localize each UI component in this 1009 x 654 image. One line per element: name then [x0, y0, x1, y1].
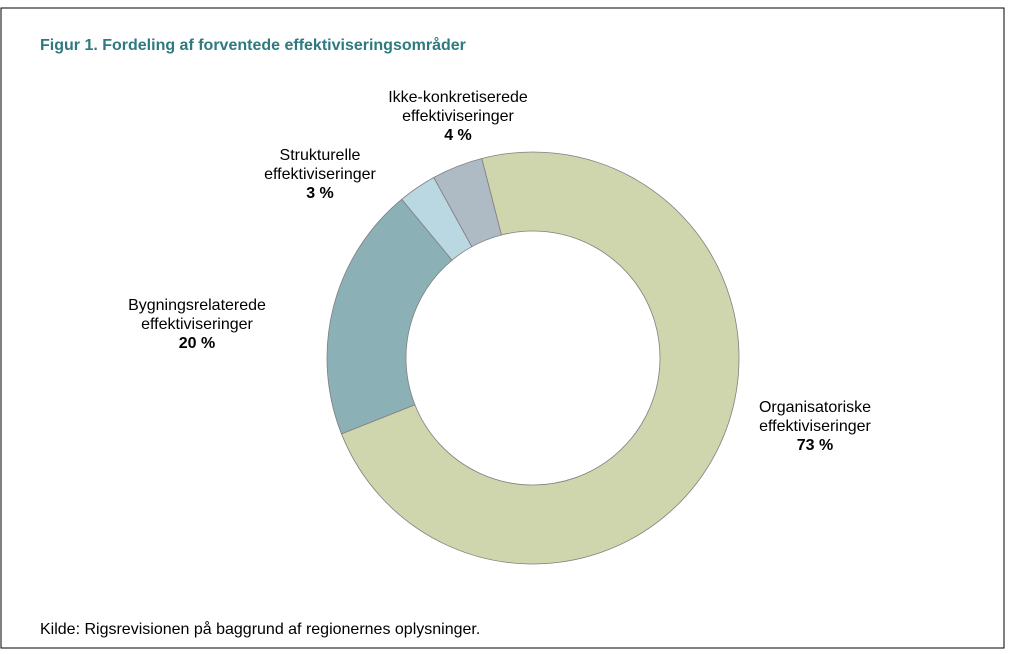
slice-label: Organisatoriske effektiviseringer — [759, 399, 872, 435]
donut-slice — [326, 198, 453, 435]
donut-slice — [340, 151, 740, 565]
value-label: 3 % — [306, 185, 334, 202]
value-label: 20 % — [179, 335, 215, 352]
value-label: 4 % — [444, 127, 472, 144]
slice-label: Ikke-konkretiserede effektiviseringer — [388, 89, 528, 125]
source-note: Kilde: Rigsrevisionen på baggrund af reg… — [40, 620, 480, 638]
value-label: 73 % — [797, 437, 833, 454]
donut-slice — [433, 157, 502, 248]
slice-label: Bygningsrelaterede effektiviseringer — [128, 297, 266, 333]
chart-title: Figur 1. Fordeling af forventede effekti… — [40, 36, 466, 54]
slice-label: Strukturelle effektiviseringer — [264, 147, 376, 183]
